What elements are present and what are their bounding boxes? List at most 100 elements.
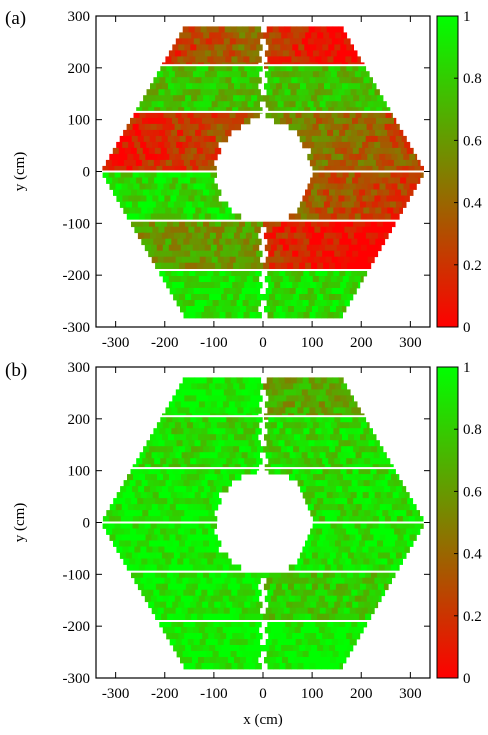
heatmap-cell bbox=[298, 395, 305, 402]
heatmap-cell bbox=[235, 607, 243, 615]
heatmap-cell bbox=[178, 458, 185, 465]
heatmap-cell bbox=[132, 165, 139, 173]
heatmap-cell bbox=[327, 663, 334, 670]
heatmap-cell bbox=[171, 407, 178, 414]
heatmap-cell bbox=[188, 546, 195, 553]
heatmap-cell bbox=[160, 601, 167, 609]
heatmap-cell bbox=[301, 256, 309, 264]
heatmap-cell bbox=[282, 276, 290, 283]
heatmap-cell bbox=[390, 522, 397, 529]
heatmap-cell bbox=[202, 510, 209, 517]
heatmap-cell bbox=[395, 540, 402, 547]
heatmap-cell bbox=[349, 38, 351, 45]
heatmap-cell bbox=[332, 377, 340, 384]
heatmap-cell bbox=[376, 601, 379, 609]
heatmap-cell bbox=[151, 111, 158, 119]
heatmap-cell bbox=[358, 528, 365, 535]
heatmap-cell bbox=[313, 504, 321, 511]
heatmap-cell bbox=[252, 657, 259, 664]
heatmap-cell bbox=[185, 446, 192, 453]
heatmap-cell bbox=[154, 177, 161, 184]
heatmap-cell bbox=[169, 607, 177, 615]
panel-label: (a) bbox=[5, 8, 26, 29]
heatmap-cell bbox=[287, 645, 294, 652]
heatmap-cell bbox=[287, 95, 294, 102]
heatmap-cell bbox=[171, 77, 178, 84]
heatmap-cell bbox=[356, 195, 363, 202]
heatmap-cell bbox=[137, 583, 145, 591]
heatmap-cell bbox=[146, 195, 153, 202]
heatmap-cell bbox=[272, 26, 280, 33]
heatmap-cell bbox=[320, 300, 327, 307]
heatmap-cell bbox=[153, 428, 160, 435]
heatmap-cell bbox=[374, 492, 382, 499]
heatmap-cell bbox=[296, 300, 303, 307]
heatmap-cell bbox=[216, 595, 224, 603]
heatmap-cell bbox=[220, 601, 227, 609]
heatmap-cell bbox=[244, 282, 251, 289]
heatmap-cell bbox=[228, 434, 235, 441]
heatmap-cell bbox=[347, 583, 355, 591]
heatmap-cell bbox=[192, 165, 199, 173]
heatmap-cell bbox=[150, 564, 158, 571]
heatmap-cell bbox=[273, 407, 280, 414]
heatmap-cell bbox=[276, 276, 284, 283]
heatmap-cell bbox=[385, 183, 392, 190]
heatmap-cell bbox=[281, 32, 288, 39]
heatmap-cell bbox=[221, 220, 228, 228]
heatmap-cell bbox=[236, 226, 243, 234]
heatmap-cell bbox=[109, 504, 117, 511]
heatmap-cell bbox=[102, 516, 110, 523]
heatmap-cell bbox=[158, 546, 165, 553]
heatmap-cell bbox=[303, 129, 310, 137]
heatmap-cell bbox=[279, 238, 286, 246]
heatmap-cell bbox=[379, 534, 386, 541]
heatmap-cell bbox=[292, 117, 299, 125]
strip-gap bbox=[96, 570, 430, 573]
heatmap-cell bbox=[345, 238, 352, 246]
heatmap-cell bbox=[243, 621, 250, 628]
heatmap-cell bbox=[330, 401, 338, 408]
heatmap-cell bbox=[349, 256, 357, 264]
heatmap-cell bbox=[372, 83, 377, 90]
heatmap-cell bbox=[326, 492, 334, 499]
heatmap-cell bbox=[327, 159, 335, 167]
heatmap-cell bbox=[329, 95, 336, 102]
heatmap-cell bbox=[348, 276, 356, 283]
heatmap-cell bbox=[306, 657, 313, 664]
heatmap-cell bbox=[163, 183, 170, 190]
heatmap-cell bbox=[196, 395, 203, 402]
heatmap-cell bbox=[247, 607, 255, 615]
heatmap-cell bbox=[183, 480, 190, 487]
heatmap-cell bbox=[362, 89, 369, 96]
heatmap-cell bbox=[186, 83, 193, 90]
heatmap-cell bbox=[304, 416, 311, 423]
heatmap-cell bbox=[342, 434, 349, 441]
heatmap-cell bbox=[269, 613, 276, 621]
heatmap-cell bbox=[318, 171, 325, 178]
heatmap-cell bbox=[267, 238, 274, 246]
heatmap-cell bbox=[310, 601, 317, 609]
heatmap-cell bbox=[237, 270, 244, 277]
heatmap-cell bbox=[167, 540, 174, 547]
heatmap-cell bbox=[331, 639, 339, 646]
heatmap-cell bbox=[335, 498, 342, 505]
heatmap-cell bbox=[149, 571, 156, 579]
heatmap-cell bbox=[402, 171, 409, 178]
heatmap-cell bbox=[334, 528, 341, 535]
heatmap-cell bbox=[307, 101, 314, 108]
heatmap-cell bbox=[244, 633, 251, 640]
heatmap-cell bbox=[307, 38, 315, 45]
heatmap-cell bbox=[288, 244, 296, 252]
heatmap-cell bbox=[185, 232, 193, 240]
heatmap-cell bbox=[225, 558, 232, 565]
heatmap-cell bbox=[197, 571, 204, 579]
heatmap-cell bbox=[336, 657, 343, 664]
heatmap-cell bbox=[294, 213, 302, 220]
heatmap-cell bbox=[290, 651, 297, 658]
heatmap-cell bbox=[205, 183, 212, 190]
heatmap-cell bbox=[162, 123, 169, 131]
heatmap-cell bbox=[194, 546, 201, 553]
heatmap-cell bbox=[314, 26, 322, 33]
heatmap-cell bbox=[306, 306, 313, 313]
